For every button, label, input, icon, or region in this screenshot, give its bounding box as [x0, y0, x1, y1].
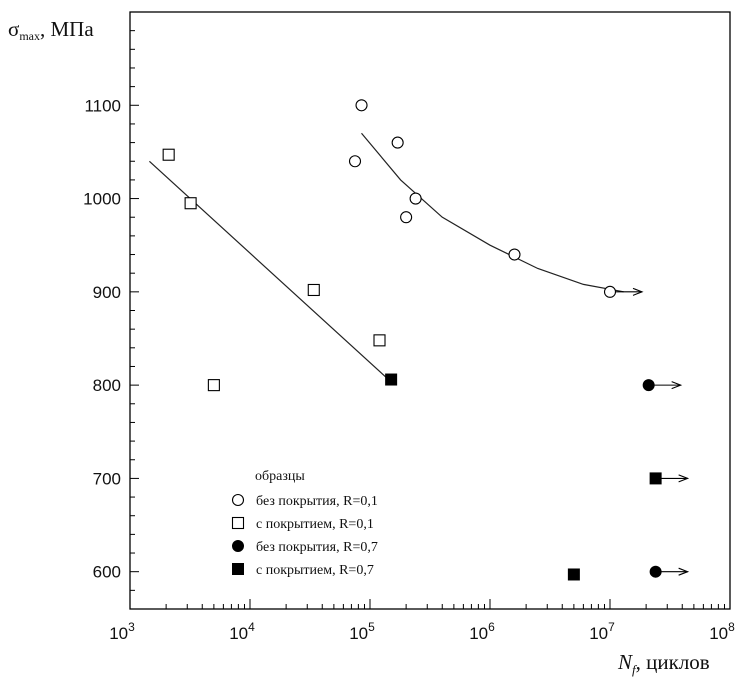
- legend-marker: [231, 516, 245, 530]
- data-point: [184, 197, 197, 210]
- data-point: [409, 192, 422, 205]
- legend-label: с покрытием, R=0,1: [256, 517, 374, 532]
- data-point: [603, 285, 617, 298]
- data-markers: [162, 99, 690, 581]
- y-axis-title-symbol: σ: [8, 17, 19, 41]
- y-tick-label: 1000: [83, 190, 121, 209]
- runout-arrow-head: [678, 567, 690, 576]
- data-point: [400, 211, 413, 224]
- x-tick-label-base: 10: [229, 624, 248, 643]
- trend-lines: [148, 132, 624, 380]
- data-point: [348, 155, 362, 168]
- x-tick-label-base: 10: [709, 624, 728, 643]
- data-point: [355, 99, 368, 112]
- x-axis-title-unit: , циклов: [636, 650, 710, 674]
- data-point: [162, 148, 175, 161]
- legend-label: без покрытия, R=0,7: [256, 540, 378, 555]
- x-tick-label-exponent: 8: [728, 620, 735, 634]
- x-tick-label: 104: [229, 620, 255, 643]
- x-axis-title: Nf, циклов: [617, 650, 710, 677]
- legend-marker: [231, 493, 245, 507]
- data-point: [508, 248, 521, 261]
- x-tick-label-exponent: 5: [368, 620, 375, 634]
- data-point: [567, 568, 580, 581]
- x-tick-label-exponent: 6: [488, 620, 495, 634]
- x-tick-label-base: 10: [589, 624, 608, 643]
- runout-arrow-head: [671, 381, 683, 390]
- x-tick-label-exponent: 7: [608, 620, 615, 634]
- y-tick-label: 700: [93, 469, 121, 488]
- legend-marker: [232, 563, 244, 575]
- data-point: [642, 379, 655, 392]
- y-axis-title-unit: , МПа: [40, 17, 94, 41]
- y-axis-title: σmax, МПа: [8, 17, 94, 43]
- y-axis-ticks: 600 700 800 900 1000 1100: [83, 30, 139, 591]
- x-tick-label-base: 10: [349, 624, 368, 643]
- legend: образцы без покрытия, R=0,1 с покрытием, …: [231, 469, 378, 578]
- x-tick-label-exponent: 4: [248, 620, 255, 634]
- trend-line: [148, 160, 388, 380]
- data-point: [649, 565, 662, 578]
- data-point: [391, 136, 404, 149]
- data-point: [207, 379, 220, 392]
- x-tick-label: 108: [709, 620, 735, 643]
- x-tick-label-base: 10: [109, 624, 128, 643]
- x-axis-title-subscript: f: [632, 662, 638, 677]
- data-point: [307, 283, 320, 297]
- y-tick-label: 900: [93, 283, 121, 302]
- y-tick-label: 600: [93, 563, 121, 582]
- x-axis-ticks: 103 104 105 106 107 108: [109, 599, 735, 643]
- data-point: [385, 373, 398, 386]
- trend-line: [361, 132, 624, 293]
- runout-arrow-head: [678, 474, 690, 483]
- legend-marker: [232, 540, 244, 552]
- legend-label: с покрытием, R=0,7: [256, 563, 374, 578]
- x-tick-label-base: 10: [469, 624, 488, 643]
- y-axis-title-subscript: max: [19, 29, 40, 43]
- x-tick-label-exponent: 3: [128, 620, 135, 634]
- x-axis-title-symbol: N: [617, 650, 633, 674]
- data-point: [649, 472, 662, 485]
- x-tick-label: 103: [109, 620, 135, 643]
- x-tick-label: 105: [349, 620, 375, 643]
- x-tick-label: 106: [469, 620, 495, 643]
- plot-frame: [129, 11, 731, 610]
- legend-title: образцы: [255, 469, 305, 484]
- y-tick-label: 1100: [84, 96, 121, 115]
- legend-label: без покрытия, R=0,1: [256, 494, 378, 509]
- y-tick-label: 800: [93, 376, 121, 395]
- runout-arrow-head: [632, 287, 644, 296]
- x-tick-label: 107: [589, 620, 615, 643]
- data-point: [373, 334, 386, 347]
